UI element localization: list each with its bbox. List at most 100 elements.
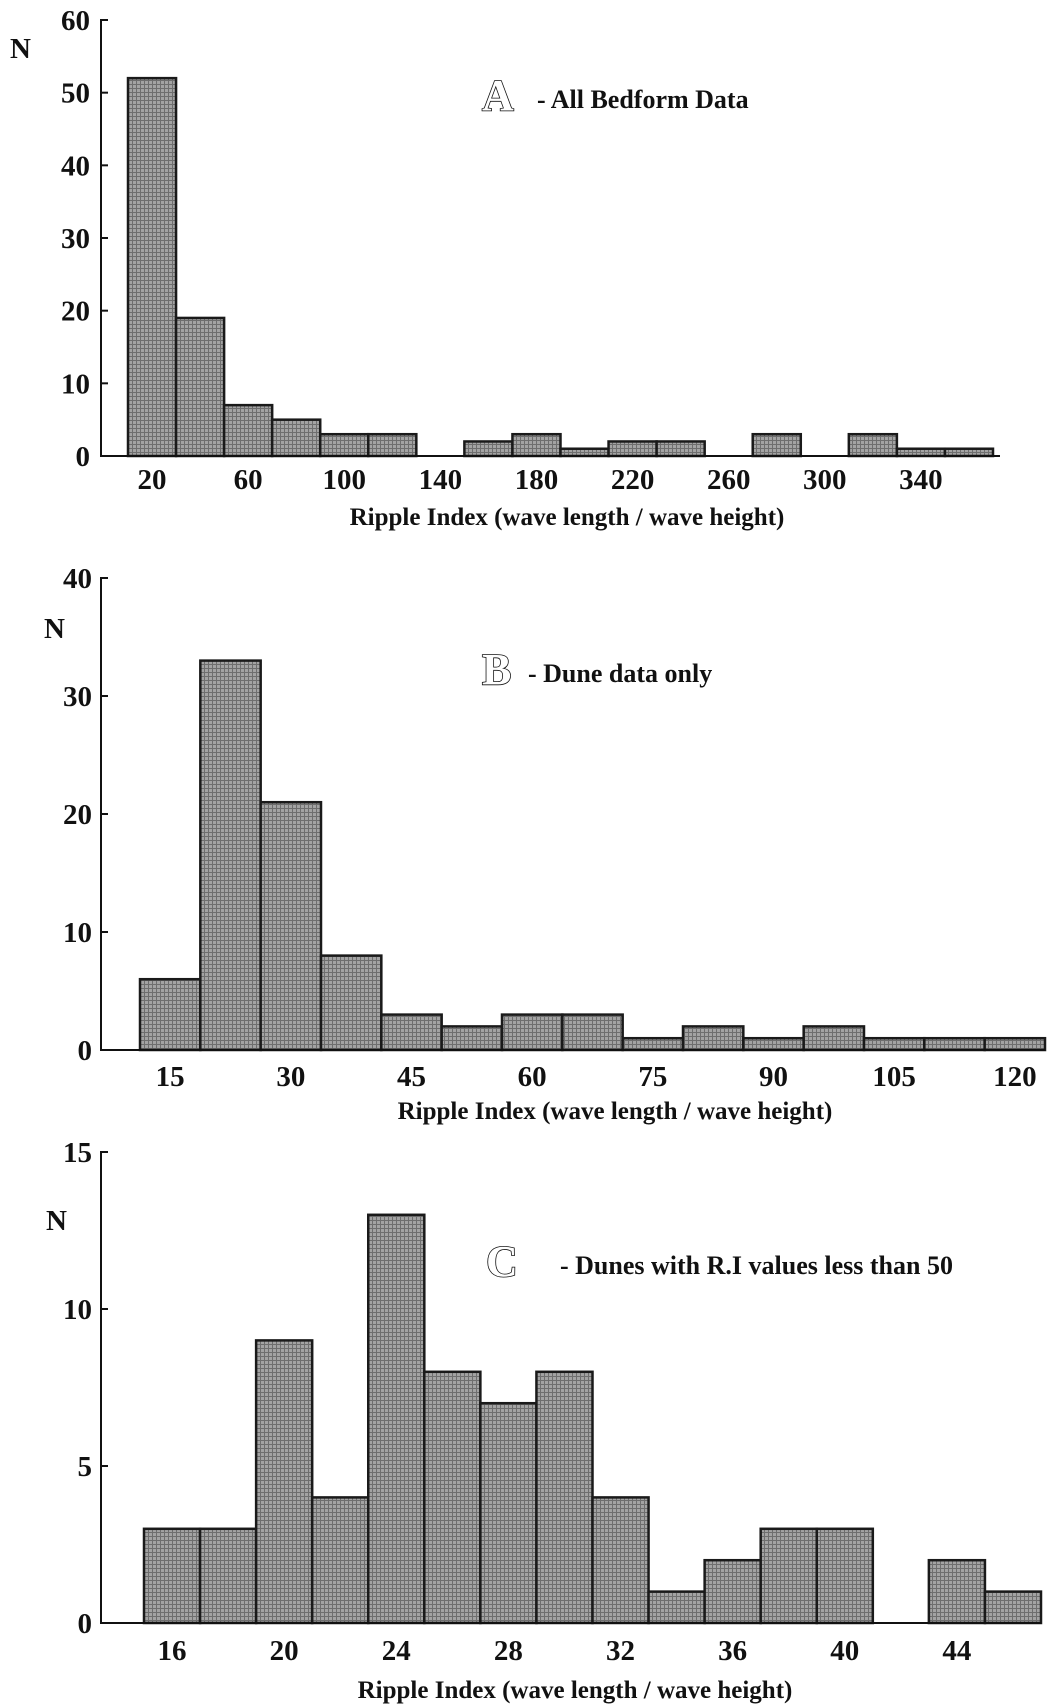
x-tick-label: 105 [872, 1061, 916, 1093]
histogram-bar [983, 1590, 1043, 1625]
y-tick-label: 40 [63, 563, 92, 595]
panel-c-title: - Dunes with R.I values less than 50 [560, 1251, 953, 1280]
histogram-bar [983, 1036, 1047, 1052]
y-tick-label: 10 [61, 368, 90, 400]
x-tick-label: 75 [638, 1061, 667, 1093]
histogram-bar [367, 432, 418, 458]
y-tick-label: 5 [78, 1451, 93, 1483]
x-tick-label: 16 [158, 1635, 187, 1667]
panel-a-histogram: N A - All Bedform Data 0 10 20 30 40 50 60 20 6… [10, 5, 1000, 531]
histogram-bar [655, 440, 706, 458]
x-tick-label: 180 [515, 464, 559, 496]
panel-a-letter: A [482, 71, 514, 120]
x-tick-label: 340 [899, 464, 943, 496]
x-tick-label: 120 [993, 1061, 1037, 1093]
histogram-bar [621, 1036, 685, 1052]
histogram-bar [126, 76, 178, 458]
histogram-bar [142, 1527, 202, 1625]
histogram-bar [511, 432, 562, 458]
histogram-bar [440, 1025, 504, 1052]
y-tick-label: 10 [63, 1294, 92, 1326]
histogram-bar [895, 447, 947, 458]
histogram-bar [463, 440, 514, 458]
histogram-bar [847, 432, 899, 458]
histogram-bar [591, 1496, 650, 1625]
x-tick-label: 44 [942, 1635, 971, 1667]
x-tick-label: 100 [323, 464, 367, 496]
x-tick-label: 140 [419, 464, 463, 496]
y-tick-label: 0 [78, 1608, 93, 1640]
histogram-bar [367, 1213, 426, 1625]
histogram-bar [138, 977, 202, 1052]
histogram-bar [174, 316, 226, 458]
panel-c-y-axis-label: N [46, 1205, 67, 1237]
y-tick-label: 10 [63, 917, 92, 949]
histogram-bar [198, 1527, 258, 1625]
x-tick-label: 40 [830, 1635, 859, 1667]
x-tick-label: 30 [276, 1061, 305, 1093]
panel-a-bars [126, 76, 995, 458]
y-tick-label: 40 [61, 150, 90, 182]
panel-b-x-axis-label: Ripple Index (wave length / wave height) [398, 1098, 833, 1125]
histogram-bar [535, 1370, 594, 1625]
histogram-bar [681, 1025, 745, 1052]
histogram-bar [802, 1025, 866, 1052]
histogram-bar [927, 1558, 987, 1625]
panel-c-letter: C [486, 1237, 518, 1286]
histogram-bar [423, 1370, 482, 1625]
panel-b-histogram: N B - Dune data only 0 10 20 30 40 15 30 45 60 7… [44, 563, 1047, 1125]
histogram-bar [607, 440, 658, 458]
histogram-bar [259, 800, 323, 1052]
histogram-bar [647, 1590, 706, 1625]
x-tick-label: 15 [156, 1061, 185, 1093]
panel-a-y-axis-label: N [10, 33, 31, 65]
y-tick-label: 15 [63, 1137, 92, 1169]
panel-c-y-ticks: 0 5 10 15 [63, 1137, 108, 1640]
x-tick-label: 300 [803, 464, 847, 496]
x-tick-label: 90 [759, 1061, 788, 1093]
histogram-bar [759, 1527, 818, 1625]
panel-a-x-axis-label: Ripple Index (wave length / wave height) [350, 504, 785, 531]
panel-c-x-axis-label: Ripple Index (wave length / wave height) [358, 1677, 793, 1704]
histogram-bar [319, 954, 383, 1052]
histogram-bar [742, 1036, 805, 1052]
y-tick-label: 30 [63, 681, 92, 713]
histogram-bar [270, 418, 322, 458]
histogram-bar [561, 1013, 624, 1052]
histogram-bar [500, 1013, 564, 1052]
x-tick-label: 260 [707, 464, 751, 496]
histogram-bar [923, 1036, 986, 1052]
panel-b-bars [138, 659, 1047, 1052]
y-tick-label: 30 [61, 223, 90, 255]
histogram-bar [862, 1036, 926, 1052]
panel-a-title: - All Bedform Data [537, 85, 749, 114]
x-tick-label: 20 [270, 1635, 299, 1667]
histogram-bar [703, 1558, 762, 1625]
x-tick-label: 36 [718, 1635, 747, 1667]
y-tick-label: 60 [61, 5, 90, 37]
y-tick-label: 20 [61, 296, 90, 328]
histogram-bar [254, 1339, 314, 1625]
histogram-bar [222, 403, 274, 458]
y-tick-label: 0 [76, 441, 91, 473]
x-tick-label: 60 [234, 464, 263, 496]
panel-b-y-axis-label: N [44, 613, 65, 645]
x-tick-label: 220 [611, 464, 655, 496]
histogram-bar [943, 447, 995, 458]
x-tick-label: 20 [138, 464, 167, 496]
x-tick-label: 24 [382, 1635, 411, 1667]
panel-c-x-ticks: 16 20 24 28 32 36 40 44 [158, 1635, 972, 1667]
y-tick-label: 50 [61, 78, 90, 110]
histogram-bar [199, 659, 262, 1052]
y-tick-label: 20 [63, 799, 92, 831]
x-tick-label: 28 [494, 1635, 523, 1667]
panel-c-histogram: N C - Dunes with R.I values less than 50… [46, 1137, 1043, 1704]
histogram-bar [380, 1013, 443, 1052]
histogram-bar [815, 1527, 875, 1625]
x-tick-label: 45 [397, 1061, 426, 1093]
histogram-bar [559, 447, 610, 458]
histogram-bar [310, 1496, 370, 1625]
panel-b-y-ticks: 0 10 20 30 40 [63, 563, 108, 1067]
x-tick-label: 60 [518, 1061, 547, 1093]
